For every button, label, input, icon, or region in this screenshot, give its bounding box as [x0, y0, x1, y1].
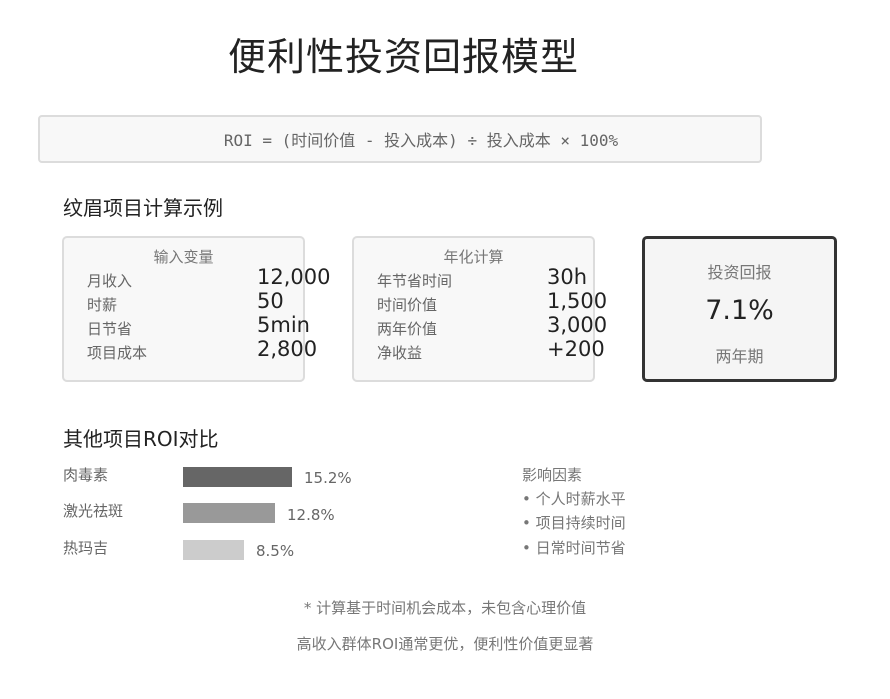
factor-item-duration: • 项目持续时间 — [522, 514, 626, 532]
input-value-cost: 2,800 — [257, 337, 318, 361]
input-label-income: 月收入 — [87, 272, 133, 290]
annual-label-two-year: 两年价值 — [377, 320, 438, 338]
comparison-bar-thermage — [183, 540, 244, 560]
comparison-heading: 其他项目ROI对比 — [63, 427, 219, 451]
input-value-income: 12,000 — [257, 265, 331, 289]
comparison-value-laser: 12.8% — [287, 506, 335, 524]
comparison-label-laser: 激光祛斑 — [63, 502, 124, 520]
annual-value-time-saved: 30h — [547, 265, 588, 289]
input-value-daily-saving: 5min — [257, 313, 310, 337]
annual-label-time-value: 时间价值 — [377, 296, 438, 314]
factor-item-hourly: • 个人时薪水平 — [522, 490, 626, 508]
input-label-hourly: 时薪 — [87, 296, 118, 314]
comparison-label-botox: 肉毒素 — [63, 466, 109, 484]
footnote-high-income: 高收入群体ROI通常更优，便利性价值更显著 — [296, 635, 594, 653]
comparison-value-botox: 15.2% — [304, 469, 352, 487]
footnote-basis: * 计算基于时间机会成本，未包含心理价值 — [303, 599, 587, 617]
input-label-daily-saving: 日节省 — [87, 320, 133, 338]
annual-card: 年化计算 年节省时间 30h 时间价值 1,500 两年价值 3,000 净收益… — [352, 236, 607, 382]
annual-label-time-saved: 年节省时间 — [377, 272, 453, 290]
inputs-card: 输入变量 月收入 12,000 时薪 50 日节省 5min 项目成本 2,80… — [62, 236, 330, 382]
annual-value-two-year: 3,000 — [547, 313, 608, 337]
formula-box: ROI = (时间价值 - 投入成本) ÷ 投入成本 × 100% — [38, 115, 762, 163]
example-heading: 纹眉项目计算示例 — [63, 196, 223, 220]
inputs-heading: 输入变量 — [153, 248, 214, 266]
page-title: 便利性投资回报模型 — [228, 35, 580, 79]
comparison-value-thermage: 8.5% — [256, 542, 295, 560]
input-value-hourly: 50 — [257, 289, 284, 313]
comparison-label-thermage: 热玛吉 — [63, 539, 109, 557]
annual-value-net: +200 — [547, 337, 605, 361]
comparison-bar-botox — [183, 467, 292, 487]
roi-value: 7.1% — [705, 295, 774, 326]
roi-label: 投资回报 — [707, 263, 772, 282]
formula-text: ROI = (时间价值 - 投入成本) ÷ 投入成本 × 100% — [223, 131, 619, 150]
annual-value-time-value: 1,500 — [547, 289, 608, 313]
roi-period: 两年期 — [715, 347, 764, 366]
comparison-bar-laser — [183, 503, 275, 523]
input-label-cost: 项目成本 — [87, 344, 148, 362]
roi-card: 投资回报 7.1% 两年期 — [642, 236, 837, 382]
factors-heading: 影响因素 — [522, 466, 583, 484]
factor-item-daily: • 日常时间节省 — [522, 539, 626, 557]
annual-label-net: 净收益 — [377, 344, 423, 362]
annual-heading: 年化计算 — [443, 248, 504, 266]
